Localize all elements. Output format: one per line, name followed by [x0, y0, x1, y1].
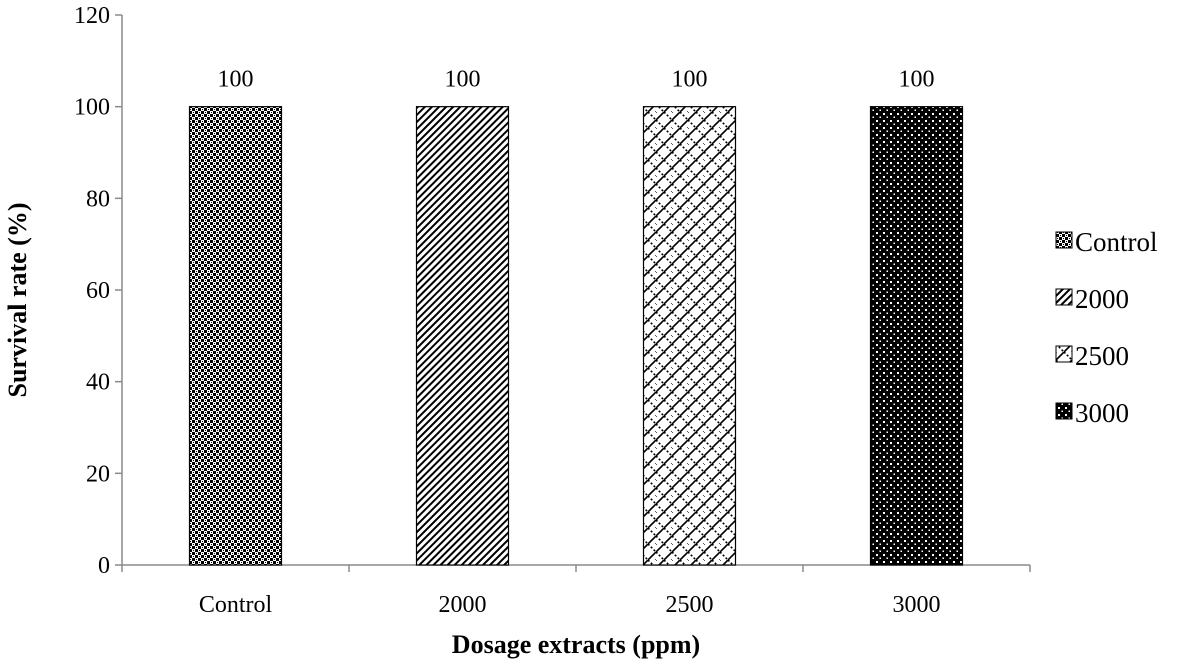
- x-tick-label: Control: [199, 592, 273, 618]
- legend-label: 2000: [1075, 284, 1129, 314]
- legend-item: 2500: [1055, 341, 1129, 371]
- x-tick-label: 2500: [666, 592, 714, 618]
- x-tick-label: 2000: [439, 592, 487, 618]
- legend-label: 2500: [1075, 341, 1129, 371]
- bar-control: [188, 106, 283, 566]
- bar-3000: [869, 106, 964, 566]
- y-tick-label: 120: [74, 3, 110, 29]
- data-label: 100: [672, 67, 708, 93]
- data-label: 100: [899, 67, 935, 93]
- y-tick-label: 80: [86, 186, 110, 212]
- bar-2000: [415, 106, 510, 566]
- bar-2500: [642, 106, 737, 566]
- legend-label: Control: [1075, 227, 1158, 257]
- legend-swatch: [1055, 402, 1073, 420]
- x-axis-title: Dosage extracts (ppm): [452, 630, 700, 659]
- y-tick-label: 20: [86, 461, 110, 487]
- y-tick-label: 40: [86, 370, 110, 396]
- y-axis-title: Survival rate (%): [3, 203, 32, 398]
- legend-swatch: [1055, 288, 1073, 306]
- legend-item: 2000: [1055, 284, 1129, 314]
- data-label: 100: [218, 67, 254, 93]
- legend-label: 3000: [1075, 398, 1129, 428]
- legend-swatch: [1055, 231, 1073, 249]
- x-tick-label: 3000: [893, 592, 941, 618]
- legend-swatch: [1055, 345, 1073, 363]
- legend-item: Control: [1055, 227, 1158, 257]
- legend-item: 3000: [1055, 398, 1129, 428]
- data-label: 100: [445, 67, 481, 93]
- y-tick-label: 100: [74, 95, 110, 121]
- y-tick-label: 0: [98, 553, 110, 579]
- y-tick-label: 60: [86, 278, 110, 304]
